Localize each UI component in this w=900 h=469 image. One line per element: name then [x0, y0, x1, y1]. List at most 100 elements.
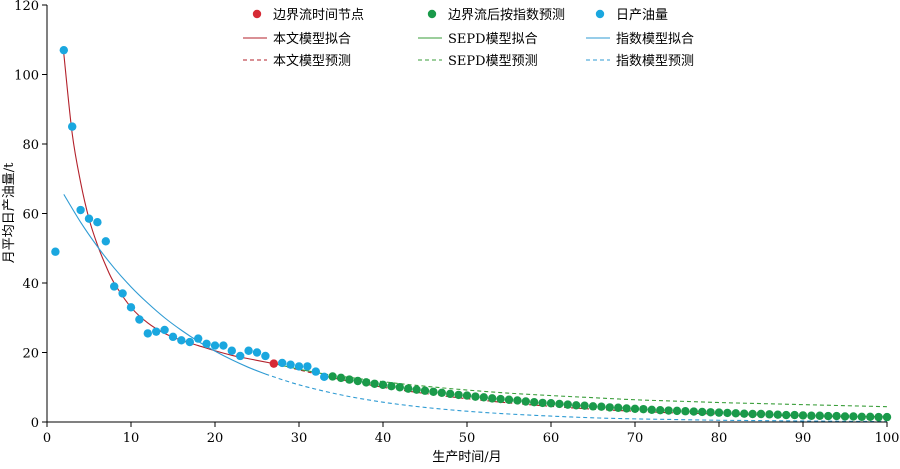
x-tick-label: 30	[291, 431, 308, 446]
data-point-series-0-25	[261, 351, 270, 361]
data-point-series-0-17	[194, 334, 203, 343]
data-point-series-2-54	[782, 410, 791, 420]
legend-marker-predicted	[427, 9, 437, 19]
data-point-series-2-5	[370, 379, 379, 388]
legend-item-daily: 日产油量	[595, 8, 668, 23]
data-point-series-2-64	[866, 412, 875, 421]
data-point-series-0-21	[227, 346, 236, 355]
data-point-series-2-59	[824, 411, 833, 421]
data-point-series-2-11	[420, 386, 430, 395]
x-tick-label: 20	[207, 431, 224, 446]
legend-item-exp_fit: 指数模型拟合	[586, 32, 694, 47]
data-point-series-2-6	[378, 380, 388, 390]
data-point-series-2-0	[328, 372, 337, 381]
legend-item-sepd_fit: SEPD模型拟合	[418, 32, 538, 47]
data-point-series-0-28	[294, 362, 304, 371]
data-point-series-2-33	[605, 403, 614, 412]
data-point-series-2-30	[580, 401, 589, 410]
data-point-series-2-65	[874, 412, 883, 422]
plot-points	[51, 45, 892, 422]
data-point-series-0-19	[210, 341, 220, 350]
data-point-series-2-50	[748, 409, 757, 419]
data-point-series-2-40	[664, 406, 673, 415]
data-point-series-0-6	[101, 237, 111, 246]
legend-item-sepd_pred: SEPD模型预测	[418, 54, 538, 69]
data-point-series-0-18	[202, 339, 211, 349]
x-tick-label: 70	[627, 431, 644, 446]
data-point-series-2-39	[656, 405, 665, 415]
plot-lines	[63, 53, 888, 423]
data-point-series-2-63	[857, 412, 866, 421]
y-tick-label: 100	[14, 69, 39, 84]
data-point-series-2-56	[798, 411, 808, 420]
data-point-series-0-16	[185, 337, 194, 347]
data-point-series-0-11	[143, 329, 152, 338]
data-point-series-2-46	[714, 408, 724, 417]
data-point-series-2-34	[614, 403, 623, 412]
data-point-series-2-57	[807, 411, 816, 420]
data-point-series-0-8	[118, 289, 127, 298]
legend-marker-boundary	[252, 9, 262, 19]
data-point-series-2-10	[412, 385, 421, 394]
legend-label-exp_fit: 指数模型拟合	[616, 32, 694, 47]
data-point-series-0-29	[303, 362, 312, 371]
series-line-3	[63, 53, 274, 365]
data-point-series-1-0	[269, 359, 278, 368]
data-point-series-2-41	[672, 406, 682, 416]
data-point-series-2-16	[462, 391, 472, 400]
data-point-series-2-4	[362, 378, 371, 387]
data-point-series-2-48	[731, 409, 740, 418]
legend-label-model_fit: 本文模型拟合	[273, 32, 351, 47]
data-point-series-0-12	[152, 327, 161, 336]
data-point-series-2-44	[698, 407, 707, 417]
data-point-series-2-7	[387, 382, 396, 391]
x-tick-label: 0	[43, 431, 51, 446]
y-axis-title: 月平均日产油量/t	[2, 162, 17, 263]
x-tick-label: 100	[875, 431, 900, 446]
y-tick-label: 0	[31, 416, 39, 431]
data-point-series-2-24	[530, 397, 539, 407]
data-point-series-2-43	[689, 407, 698, 416]
legend-label-predicted: 边界流后按指数预测	[448, 8, 565, 23]
data-point-series-2-12	[429, 387, 438, 396]
data-point-series-0-2	[68, 122, 77, 131]
legend-item-exp_pred: 指数模型预测	[586, 54, 694, 69]
data-point-series-2-62	[849, 412, 858, 421]
y-ticks: 0 20 40 60 80 100 120	[14, 0, 47, 431]
data-point-series-2-36	[630, 404, 640, 413]
data-point-series-0-23	[244, 346, 253, 355]
data-point-series-2-66	[882, 412, 892, 422]
data-point-series-2-35	[622, 404, 631, 413]
data-point-series-2-20	[496, 394, 505, 404]
data-point-series-2-19	[488, 394, 497, 403]
data-point-series-2-52	[765, 410, 774, 419]
data-point-series-0-22	[236, 351, 245, 361]
legend-label-model_pred: 本文模型预测	[273, 54, 351, 69]
data-point-series-2-27	[555, 399, 564, 409]
legend-label-sepd_pred: SEPD模型预测	[448, 54, 538, 69]
data-point-series-0-31	[320, 372, 329, 382]
data-point-series-0-7	[110, 282, 119, 291]
data-point-series-0-1	[59, 45, 68, 55]
data-point-series-0-30	[311, 367, 320, 376]
legend-item-boundary: 边界流时间节点	[252, 8, 364, 23]
legend-item-model_fit: 本文模型拟合	[243, 32, 351, 47]
legend-marker-daily	[595, 9, 605, 19]
data-point-series-2-32	[597, 402, 606, 411]
data-point-series-0-5	[93, 217, 102, 227]
data-point-series-2-17	[471, 392, 480, 401]
y-tick-label: 80	[22, 138, 39, 153]
y-tick-label: 20	[22, 347, 39, 362]
data-point-series-2-13	[437, 388, 446, 398]
data-point-series-2-22	[513, 396, 522, 405]
data-point-series-2-55	[790, 410, 799, 420]
data-point-series-2-3	[353, 376, 362, 386]
data-point-series-2-21	[504, 395, 514, 404]
data-point-series-2-58	[815, 411, 824, 420]
legend-item-predicted: 边界流后按指数预测	[427, 8, 565, 23]
data-point-series-2-45	[706, 408, 715, 417]
data-point-series-2-60	[832, 411, 841, 421]
x-axis-title: 生产时间/月	[432, 450, 501, 465]
data-point-series-2-1	[336, 373, 346, 383]
